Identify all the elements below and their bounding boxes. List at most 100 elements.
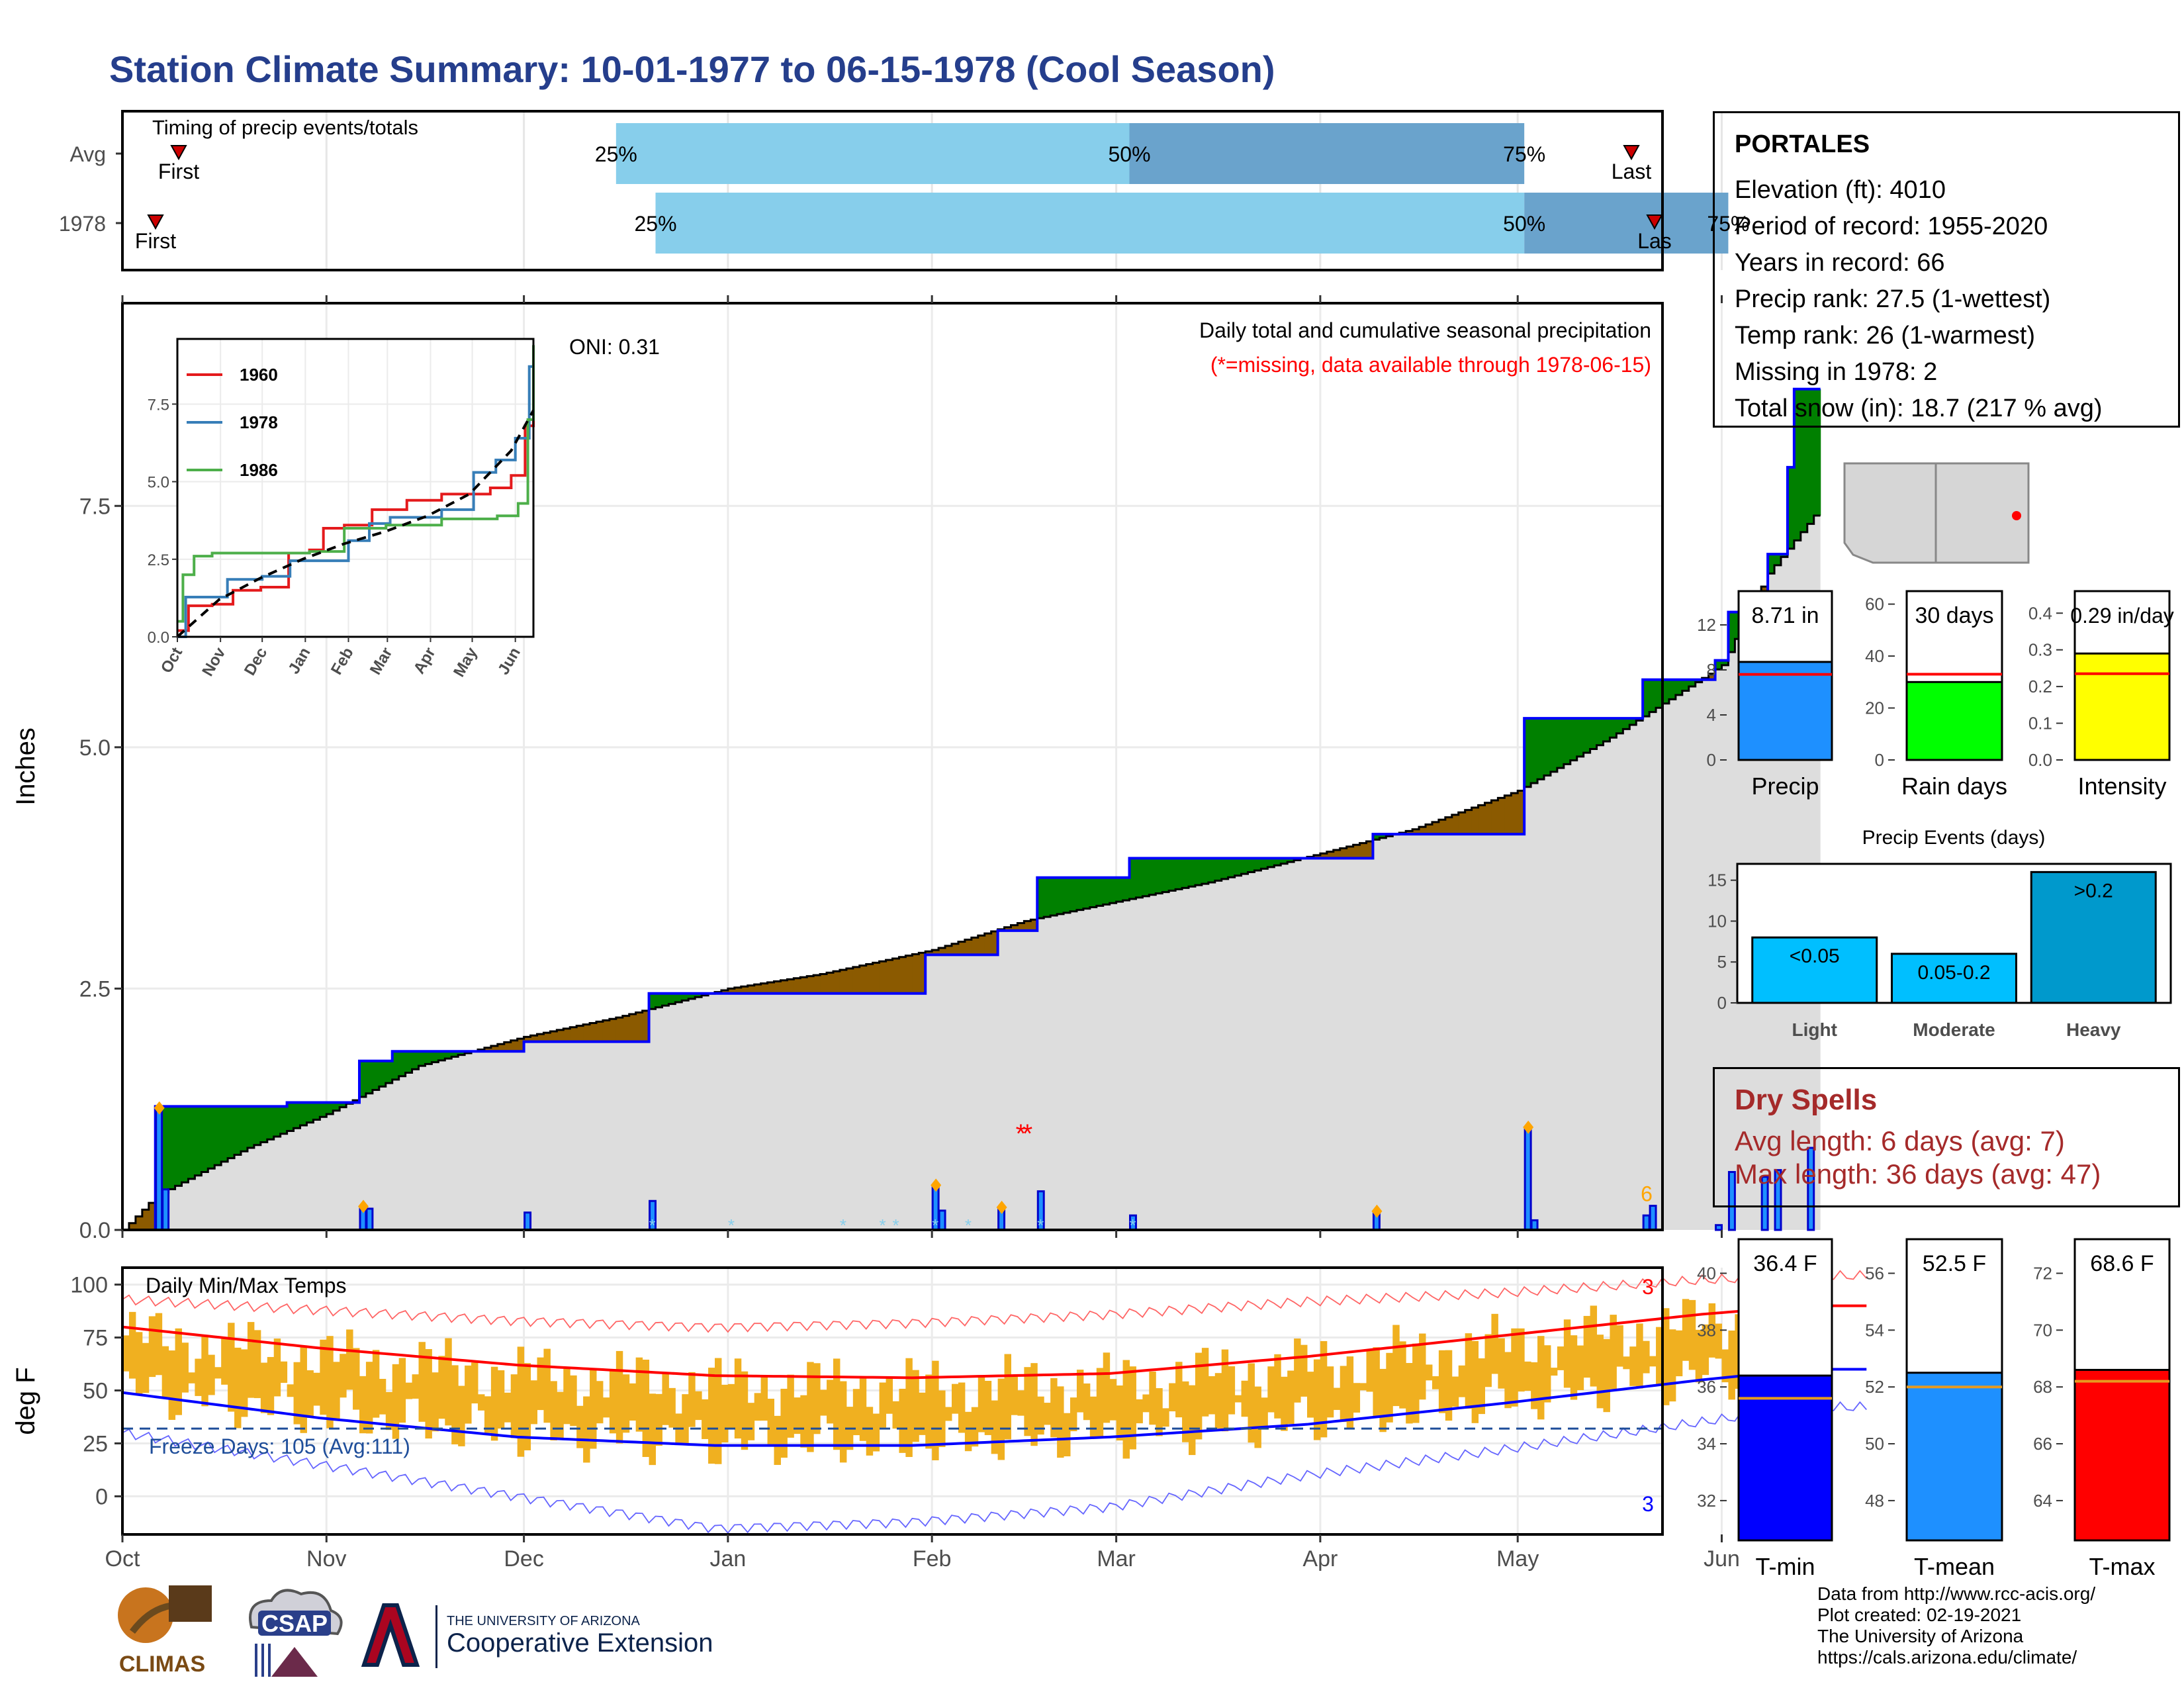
daily-precip-bar (155, 1108, 163, 1231)
drier-than-avg-segment (886, 960, 893, 994)
drier-than-avg-segment (642, 1010, 650, 1042)
daily-temp-range-bar (727, 1383, 735, 1429)
daily-temp-range-bar (807, 1362, 814, 1452)
drier-than-avg-segment (899, 957, 906, 994)
wetter-than-avg-segment (1234, 858, 1242, 876)
ua-line2: Cooperative Extension (447, 1628, 713, 1658)
tmean-y-tick-label: 56 (1865, 1264, 1884, 1284)
daily-temp-range-bar (287, 1384, 295, 1397)
drier-than-avg-segment (892, 958, 900, 994)
wetter-than-avg-segment (1715, 660, 1723, 670)
daily-temp-range-bar (1359, 1383, 1367, 1391)
credit-url: https://cals.arizona.edu/climate/ (1817, 1647, 2077, 1667)
daily-temp-range-bar (405, 1382, 413, 1399)
events-bar-label: 0.05-0.2 (1917, 962, 1990, 984)
wetter-than-avg-segment (175, 1106, 183, 1186)
daily-temp-range-bar (1458, 1365, 1466, 1397)
daily-precip-bar (1807, 1147, 1815, 1231)
drier-than-avg-segment (510, 1040, 518, 1052)
missing-data-asterisk: * (1023, 1119, 1033, 1149)
daily-temp-range-bar (181, 1342, 189, 1393)
daily-temp-range-bar (280, 1361, 288, 1383)
events-category-label: Heavy (2066, 1019, 2121, 1040)
daily-temp-range-bar (1491, 1313, 1498, 1374)
events-title: Precip Events (days) (1862, 827, 2046, 849)
daily-temp-range-bar (214, 1367, 222, 1379)
wetter-than-avg-segment (1603, 718, 1611, 741)
daily-precip-bar (1715, 1224, 1723, 1231)
wetter-than-avg-segment (688, 993, 696, 999)
daily-temp-range-bar (1636, 1323, 1643, 1389)
tmin-category-label: T-min (1756, 1553, 1815, 1580)
snow-day-marker-icon: * (880, 1215, 886, 1235)
daily-temp-range-bar (1320, 1340, 1328, 1438)
temps-title: Daily Min/Max Temps (146, 1274, 346, 1297)
daily-temp-range-bar (208, 1354, 215, 1395)
daily-temp-range-bar (583, 1396, 590, 1463)
daily-temp-range-bar (1116, 1385, 1124, 1441)
daily-temp-range-bar (925, 1374, 933, 1449)
dry-spells-panel: Dry Spells Avg length: 6 days (avg: 7) M… (1713, 1067, 2180, 1207)
daily-temp-range-bar (971, 1407, 979, 1447)
wetter-than-avg-segment (372, 1060, 380, 1090)
wetter-than-avg-segment (1050, 877, 1058, 915)
tmin-y-tick-label: 32 (1697, 1491, 1716, 1511)
drier-than-avg-segment (866, 964, 874, 994)
drier-than-avg-segment (543, 1033, 551, 1042)
daily-temp-range-bar (1103, 1352, 1111, 1423)
daily-temp-range-bar (1070, 1397, 1077, 1432)
daily-temp-range-bar (1267, 1366, 1275, 1413)
intensity-category-label: Intensity (2077, 773, 2166, 800)
tmin-y-tick-label: 40 (1697, 1264, 1716, 1284)
wetter-than-avg-segment (1524, 718, 1531, 787)
drier-than-avg-segment (629, 1014, 637, 1042)
daily-temp-range-bar (1017, 1390, 1024, 1416)
daily-temp-range-bar (188, 1372, 195, 1383)
wetter-than-avg-segment (1274, 858, 1281, 866)
wetter-than-avg-segment (695, 993, 702, 998)
rain_days-y-tick-label: 0 (1875, 750, 1884, 770)
daily-precip-bar (1727, 1171, 1736, 1231)
daily-precip-bar (1530, 1219, 1539, 1231)
daily-temp-range-bar (1024, 1367, 1031, 1436)
wetter-than-avg-segment (1057, 877, 1064, 914)
daily-temp-range-bar (872, 1413, 880, 1452)
wetter-than-avg-segment (1768, 554, 1775, 574)
daily-temp-range-bar (912, 1370, 919, 1442)
daily-temp-range-bar (1498, 1338, 1505, 1389)
daily-temp-range-bar (1610, 1315, 1617, 1389)
drier-than-avg-segment (1426, 824, 1433, 835)
inset-legend-label: 1960 (240, 365, 278, 385)
daily-temp-range-bar (1484, 1334, 1492, 1387)
events-y-tick-label: 0 (1717, 993, 1727, 1013)
wetter-than-avg-segment (1379, 834, 1387, 838)
daily-temp-range-bar (1576, 1345, 1584, 1390)
drier-than-avg-segment (964, 939, 972, 955)
drier-than-avg-segment (517, 1039, 525, 1052)
daily-temp-range-bar (859, 1378, 867, 1441)
station-name: PORTALES (1735, 130, 1870, 158)
daily-precip-bar (1524, 1127, 1532, 1231)
daily-temp-range-bar (379, 1379, 387, 1415)
wetter-than-avg-segment (1728, 612, 1735, 653)
wetter-than-avg-segment (445, 1051, 452, 1059)
drier-than-avg-segment (622, 1015, 630, 1042)
drier-than-avg-segment (807, 976, 814, 994)
timing-row-label: 1978 (59, 212, 106, 236)
wetter-than-avg-segment (1156, 858, 1163, 894)
first-event-label: First (158, 160, 199, 183)
temps-y-tick-label: 75 (83, 1326, 108, 1351)
wetter-than-avg-segment (214, 1106, 222, 1166)
daily-temp-range-bar (1695, 1329, 1703, 1383)
wetter-than-avg-segment (280, 1106, 288, 1134)
record-event-diamond-icon (996, 1200, 1007, 1214)
wetter-than-avg-segment (168, 1106, 176, 1190)
daily-temp-range-bar (932, 1360, 939, 1461)
wetter-than-avg-segment (1662, 679, 1670, 704)
last-event-label: Last (1612, 160, 1652, 183)
temps-y-tick-label: 25 (83, 1431, 108, 1456)
daily-temp-range-bar (1201, 1348, 1209, 1417)
daily-temp-range-bar (622, 1374, 630, 1433)
drier-than-avg-segment (504, 1042, 512, 1052)
daily-precip-bar (161, 1188, 170, 1231)
